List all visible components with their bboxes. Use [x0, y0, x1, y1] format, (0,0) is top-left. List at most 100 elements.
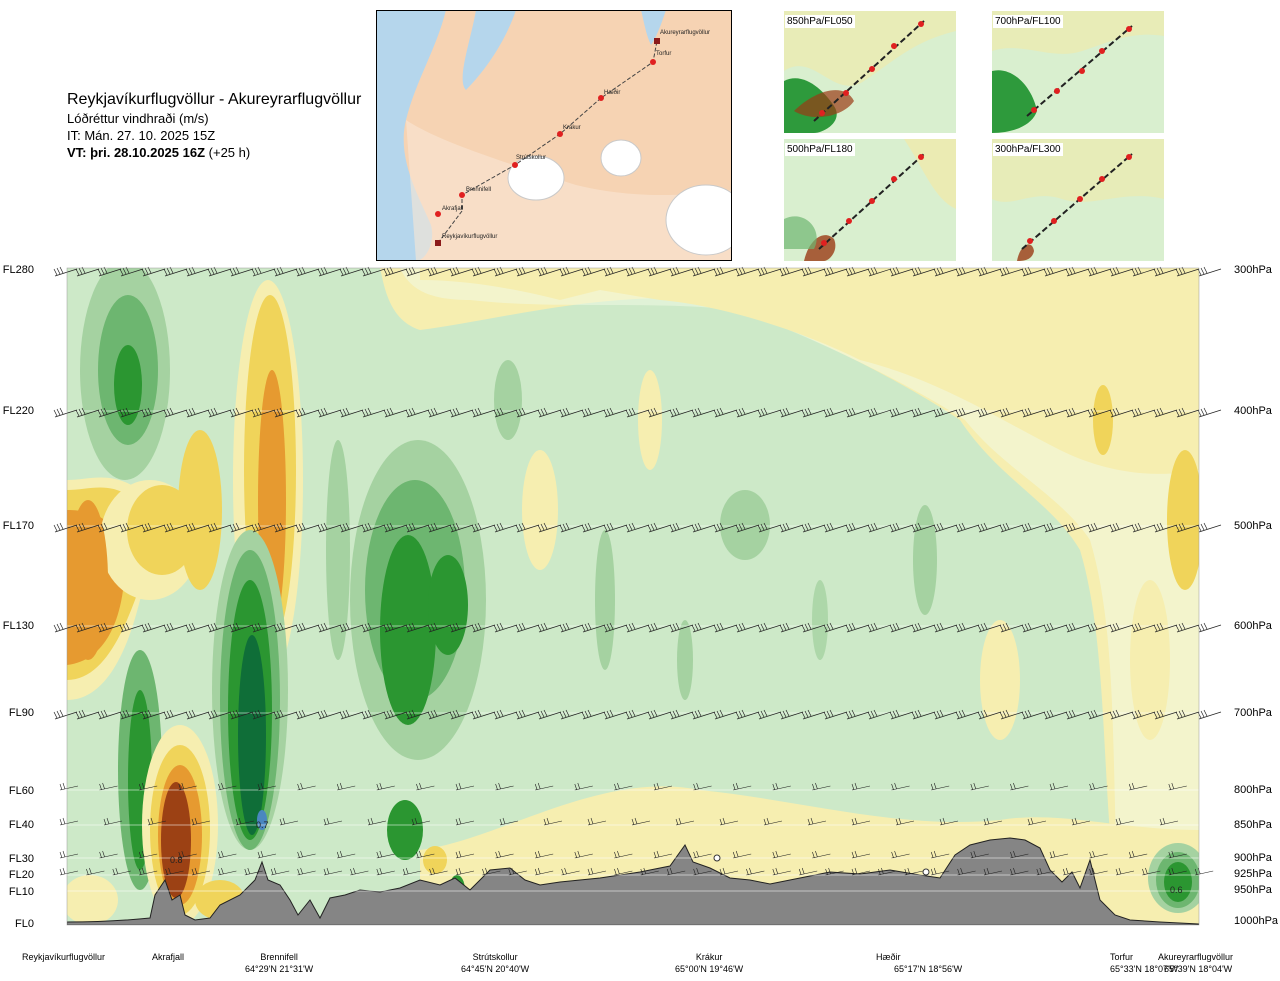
wind-barb: [207, 709, 232, 720]
wind-barb: [1021, 709, 1046, 720]
wind-barb: [376, 867, 395, 876]
station-coords: 65°00'N 19°46'W: [675, 964, 744, 974]
thumbnail-500[interactable]: 500hPa/FL180: [784, 139, 956, 261]
wind-barb: [1043, 407, 1068, 418]
thumbnail-700[interactable]: 700hPa/FL100: [992, 11, 1164, 133]
wind-barb: [691, 522, 716, 533]
wind-barb: [713, 709, 738, 720]
wind-barb: [1087, 622, 1112, 633]
wind-barb: [930, 850, 950, 859]
wind-barb: [933, 407, 958, 418]
wind-barb: [625, 266, 650, 277]
wind-barb: [669, 622, 694, 633]
wind-barb: [141, 709, 166, 720]
wind-barb: [449, 266, 474, 277]
wind-barb: [719, 817, 739, 826]
wind-barb: [376, 782, 395, 791]
wind-barb: [1115, 817, 1135, 826]
wind-barb: [647, 266, 672, 277]
field-stripe-up: [595, 530, 615, 670]
wind-barb: [273, 709, 298, 720]
wind-barb: [361, 266, 386, 277]
wind-barb: [1087, 266, 1112, 277]
map-label: Krákur: [563, 125, 581, 131]
wind-barb: [279, 817, 299, 826]
wind-barb: [1049, 850, 1069, 859]
wind-barb: [59, 850, 79, 859]
wind-barb: [1131, 522, 1156, 533]
wind-barb: [317, 266, 342, 277]
thumbnail-850[interactable]: 850hPa/FL050: [784, 11, 956, 133]
wind-barb: [559, 622, 584, 633]
wind-barb: [185, 622, 210, 633]
wind-barbs: [53, 266, 1222, 876]
wind-barb: [691, 622, 716, 633]
wind-barb: [933, 266, 958, 277]
wind-barb: [251, 522, 276, 533]
wind-barb: [455, 782, 475, 791]
marker-circle: [922, 868, 930, 876]
wind-barb: [427, 407, 452, 418]
wind-barb: [191, 817, 211, 826]
station-label: Hæðir 65°17'N 18°56'W: [876, 951, 962, 975]
wind-barb: [713, 266, 738, 277]
wind-barb: [930, 782, 950, 791]
wind-barb: [534, 850, 554, 859]
wind-barb: [229, 407, 254, 418]
wind-barb: [1197, 522, 1222, 533]
wind-barb: [930, 867, 950, 876]
wind-barb: [1153, 522, 1178, 533]
wind-barb: [1036, 867, 1055, 876]
wind-barb: [229, 622, 254, 633]
wind-barb: [1131, 266, 1156, 277]
wind-barb: [336, 850, 356, 859]
fl-label: FL30: [8, 853, 34, 865]
wind-barb: [845, 266, 870, 277]
field-near-zero-ne: [400, 268, 1199, 925]
pressure-label: 950hPa: [1234, 884, 1272, 896]
wind-barb: [614, 867, 633, 876]
wind-barb: [515, 622, 540, 633]
wind-barb: [515, 266, 540, 277]
wind-barb: [75, 266, 100, 277]
station-coords: 64°29'N 21°31'W: [245, 964, 314, 974]
wind-barb: [273, 407, 298, 418]
wind-barb: [878, 867, 897, 876]
pressure-label: 500hPa: [1234, 520, 1272, 532]
thumbnail-300[interactable]: 300hPa/FL300: [992, 139, 1164, 261]
wind-barb: [1109, 407, 1134, 418]
wind-barb: [691, 266, 716, 277]
wind-barb: [999, 522, 1024, 533]
wind-barb: [339, 266, 364, 277]
wind-barb: [449, 622, 474, 633]
wind-barb: [1128, 782, 1148, 791]
wind-barb: [471, 709, 496, 720]
fl-label: FL60: [8, 785, 34, 797]
wind-barb: [1197, 266, 1222, 277]
station-coords: 64°45'N 20°40'W: [461, 964, 530, 974]
wind-barb: [1089, 850, 1108, 859]
pressure-label: 800hPa: [1234, 784, 1272, 796]
wind-barb: [669, 522, 694, 533]
wind-barb: [405, 522, 430, 533]
wind-barb: [603, 407, 628, 418]
wind-barb: [53, 407, 78, 418]
wind-barb: [191, 867, 211, 876]
wind-barb: [1153, 266, 1178, 277]
wind-barb: [405, 407, 430, 418]
wind-barb: [402, 867, 422, 876]
wind-barb: [983, 817, 1003, 826]
wind-barb: [911, 709, 936, 720]
wind-barb: [1142, 867, 1161, 876]
wind-barb: [1159, 817, 1179, 826]
chart-title-block: Reykjavíkurflugvöllur - Akureyrarflugvöl…: [67, 90, 361, 161]
wind-barb: [559, 266, 584, 277]
wind-barb: [534, 782, 554, 791]
wind-barb: [471, 407, 496, 418]
annotation-akureyri: 0.6: [1170, 885, 1183, 895]
wind-barb: [911, 622, 936, 633]
wind-barb: [867, 622, 892, 633]
wind-barb: [317, 522, 342, 533]
wind-barb: [185, 407, 210, 418]
wind-barb: [383, 709, 408, 720]
